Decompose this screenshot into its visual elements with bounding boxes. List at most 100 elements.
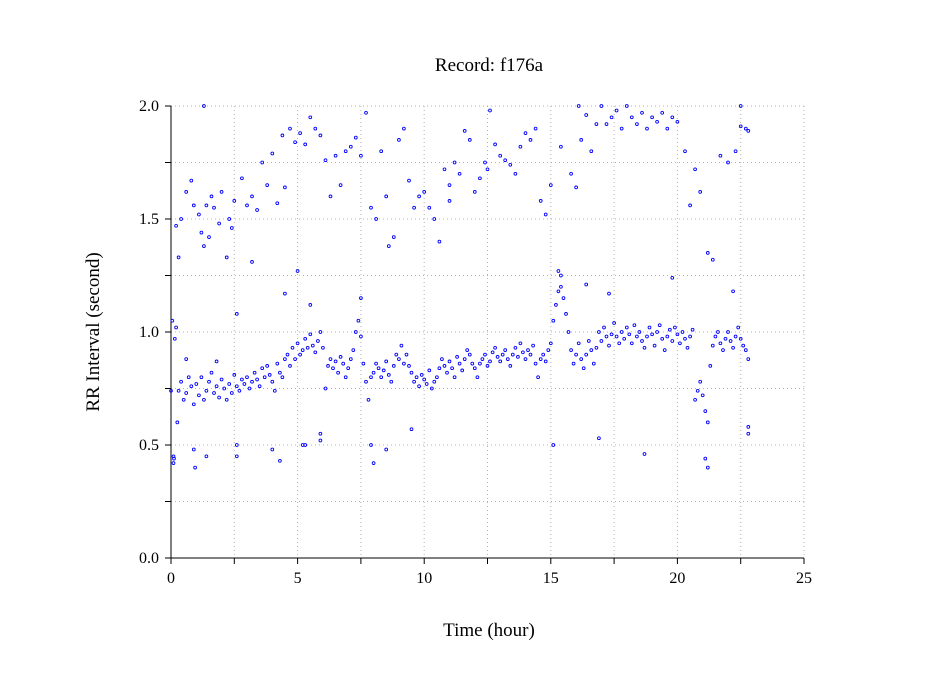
rr-data-point bbox=[538, 199, 543, 203]
x-tick-label: 20 bbox=[669, 570, 685, 587]
rr-data-point bbox=[683, 336, 687, 341]
rr-data-point bbox=[516, 355, 520, 359]
rr-data-point bbox=[746, 431, 751, 436]
rr-data-point bbox=[445, 370, 449, 375]
rr-data-point bbox=[409, 427, 414, 432]
rr-data-point bbox=[597, 436, 601, 441]
rr-data-point bbox=[245, 375, 249, 380]
rr-data-point bbox=[204, 388, 209, 393]
rr-data-point bbox=[629, 341, 634, 346]
rr-data-point bbox=[498, 359, 503, 364]
rr-data-point bbox=[343, 375, 348, 380]
rr-data-point bbox=[688, 334, 692, 339]
rr-data-point bbox=[272, 388, 277, 393]
rr-data-point bbox=[642, 452, 647, 456]
x-tick-label: 10 bbox=[416, 570, 432, 587]
rr-data-point bbox=[412, 379, 416, 384]
rr-data-point bbox=[397, 138, 401, 142]
rr-data-point bbox=[391, 235, 396, 239]
y-tick-label: 1.0 bbox=[139, 324, 159, 341]
rr-data-point bbox=[723, 336, 728, 341]
rr-data-point bbox=[637, 330, 642, 334]
rr-data-point bbox=[300, 348, 305, 352]
rr-data-point bbox=[424, 382, 429, 386]
rr-data-point bbox=[447, 199, 452, 203]
rr-data-point bbox=[640, 110, 644, 115]
rr-data-point bbox=[705, 420, 710, 425]
rr-data-point bbox=[366, 397, 371, 402]
rr-data-point bbox=[288, 126, 292, 131]
rr-data-point bbox=[240, 377, 244, 382]
rr-data-point bbox=[364, 110, 368, 115]
rr-data-point bbox=[541, 352, 546, 357]
rr-data-point bbox=[348, 144, 353, 149]
y-axis-label: RR Interval (second) bbox=[83, 252, 104, 411]
rr-data-point bbox=[237, 388, 242, 393]
rr-data-point bbox=[303, 336, 308, 341]
rr-data-point bbox=[293, 357, 297, 361]
rr-data-point bbox=[341, 361, 346, 366]
rr-data-point bbox=[475, 375, 480, 380]
rr-data-point bbox=[660, 336, 665, 341]
rr-data-point bbox=[432, 379, 437, 384]
rr-data-point bbox=[599, 104, 604, 108]
rr-data-point bbox=[703, 456, 708, 461]
rr-data-point bbox=[308, 115, 313, 120]
rr-data-point bbox=[746, 129, 751, 133]
rr-data-point bbox=[199, 230, 204, 235]
rr-data-point bbox=[197, 212, 201, 217]
rr-data-point bbox=[685, 345, 690, 350]
rr-data-point bbox=[741, 343, 746, 348]
rr-data-point bbox=[467, 352, 472, 357]
rr-data-point bbox=[280, 375, 285, 380]
rr-data-point bbox=[569, 171, 573, 176]
rr-data-point bbox=[556, 289, 561, 294]
rr-data-point bbox=[427, 205, 432, 210]
rr-data-point bbox=[260, 366, 265, 371]
rr-data-point bbox=[179, 379, 183, 384]
rr-data-point bbox=[333, 359, 338, 364]
rr-data-point bbox=[480, 357, 485, 361]
grid-lines bbox=[171, 105, 805, 558]
rr-data-point bbox=[169, 388, 173, 393]
rr-data-point bbox=[442, 364, 447, 368]
rr-data-point bbox=[462, 129, 467, 133]
rr-data-point bbox=[318, 133, 323, 138]
rr-data-point bbox=[191, 203, 196, 208]
rr-data-point bbox=[462, 357, 467, 361]
rr-data-point bbox=[356, 318, 361, 323]
rr-data-point bbox=[718, 341, 723, 346]
rr-data-point bbox=[270, 151, 275, 156]
rr-data-point bbox=[191, 402, 196, 407]
rr-data-point bbox=[607, 343, 611, 348]
rr-data-point bbox=[217, 221, 221, 226]
rr-data-point bbox=[295, 341, 300, 346]
rr-data-point bbox=[412, 205, 416, 210]
rr-data-point bbox=[508, 162, 513, 167]
rr-data-point bbox=[710, 343, 715, 348]
rr-data-point bbox=[442, 167, 447, 172]
rr-data-point bbox=[232, 373, 237, 377]
rr-data-point bbox=[224, 397, 229, 402]
rr-data-point bbox=[614, 334, 619, 339]
rr-data-point bbox=[488, 108, 492, 113]
rr-data-point bbox=[212, 205, 216, 210]
rr-data-point bbox=[548, 341, 553, 346]
rr-data-point bbox=[328, 357, 333, 361]
rr-data-point bbox=[632, 323, 637, 328]
rr-data-point bbox=[746, 425, 751, 429]
rr-data-point bbox=[384, 447, 389, 452]
rr-data-point bbox=[386, 244, 391, 248]
rr-data-point bbox=[624, 325, 629, 330]
rr-data-point bbox=[652, 343, 657, 348]
rr-data-point bbox=[581, 366, 586, 371]
x-tick-label: 25 bbox=[796, 570, 812, 587]
rr-data-point bbox=[688, 203, 692, 208]
rr-data-point bbox=[523, 131, 528, 135]
rr-data-point bbox=[224, 255, 229, 260]
rr-data-point bbox=[353, 330, 358, 334]
rr-data-point bbox=[402, 126, 406, 131]
rr-data-point bbox=[726, 160, 730, 165]
rr-data-point bbox=[417, 194, 421, 199]
rr-data-point bbox=[683, 149, 687, 154]
